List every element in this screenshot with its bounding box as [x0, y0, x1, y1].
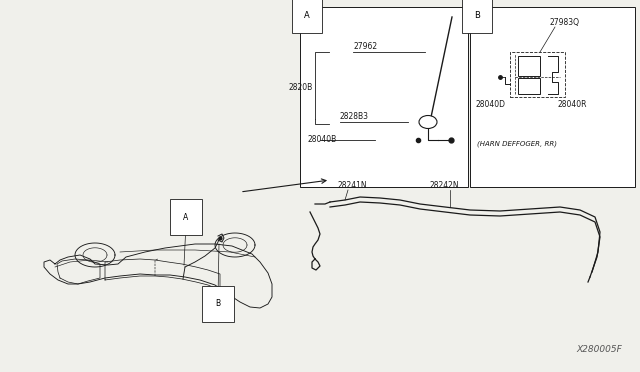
Bar — [300, 7, 468, 187]
Text: 28242N: 28242N — [430, 181, 460, 190]
Text: B: B — [216, 299, 221, 308]
Text: 28040D: 28040D — [475, 100, 505, 109]
Bar — [518, 78, 540, 94]
Text: B: B — [474, 11, 480, 20]
Text: 28040B: 28040B — [308, 135, 337, 144]
Text: 28241N: 28241N — [338, 181, 367, 190]
Text: 27983Q: 27983Q — [550, 18, 580, 27]
Text: A: A — [304, 11, 310, 20]
Text: (HARN DEFFOGER, RR): (HARN DEFFOGER, RR) — [477, 141, 557, 147]
Bar — [518, 56, 540, 76]
Ellipse shape — [419, 115, 437, 128]
Text: 27962: 27962 — [353, 42, 377, 51]
Text: A: A — [184, 212, 189, 221]
Text: 2828B3: 2828B3 — [340, 112, 369, 121]
Text: 2820B: 2820B — [289, 83, 313, 92]
Bar — [510, 52, 565, 97]
Text: 28040R: 28040R — [558, 100, 588, 109]
Text: X280005F: X280005F — [576, 345, 622, 354]
Bar — [470, 7, 635, 187]
